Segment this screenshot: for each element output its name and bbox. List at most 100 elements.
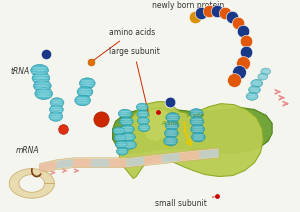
Ellipse shape xyxy=(35,87,50,89)
Ellipse shape xyxy=(190,115,202,116)
Point xyxy=(199,11,204,15)
Ellipse shape xyxy=(139,125,149,127)
Ellipse shape xyxy=(114,132,124,133)
Point xyxy=(167,100,172,103)
Ellipse shape xyxy=(50,116,62,117)
Ellipse shape xyxy=(166,122,178,124)
Ellipse shape xyxy=(262,70,270,71)
Ellipse shape xyxy=(31,64,48,76)
Ellipse shape xyxy=(166,134,177,136)
Point xyxy=(240,29,245,32)
Ellipse shape xyxy=(116,142,126,144)
Ellipse shape xyxy=(189,109,203,119)
Point xyxy=(240,61,245,65)
Point xyxy=(230,15,234,19)
Ellipse shape xyxy=(122,130,133,132)
Ellipse shape xyxy=(139,127,149,128)
Ellipse shape xyxy=(119,113,131,114)
Ellipse shape xyxy=(77,86,93,97)
Point xyxy=(235,21,240,25)
Ellipse shape xyxy=(51,104,63,106)
Polygon shape xyxy=(144,155,162,165)
Ellipse shape xyxy=(252,83,262,84)
Point xyxy=(207,9,212,13)
Ellipse shape xyxy=(191,124,205,134)
Polygon shape xyxy=(9,169,54,198)
Point xyxy=(243,51,248,54)
Ellipse shape xyxy=(114,134,126,142)
Ellipse shape xyxy=(50,113,62,115)
Ellipse shape xyxy=(33,80,49,82)
Ellipse shape xyxy=(138,115,148,116)
Ellipse shape xyxy=(138,112,148,113)
Ellipse shape xyxy=(117,152,127,154)
Point xyxy=(88,61,93,64)
Ellipse shape xyxy=(247,94,257,95)
Ellipse shape xyxy=(166,124,178,126)
Ellipse shape xyxy=(123,138,134,140)
Ellipse shape xyxy=(193,134,204,136)
Ellipse shape xyxy=(32,72,50,84)
Ellipse shape xyxy=(122,127,133,128)
Point xyxy=(214,195,219,198)
Polygon shape xyxy=(40,148,219,174)
Ellipse shape xyxy=(138,113,148,115)
Ellipse shape xyxy=(122,128,133,130)
Ellipse shape xyxy=(136,103,148,111)
Ellipse shape xyxy=(137,117,149,125)
Ellipse shape xyxy=(50,98,64,108)
Ellipse shape xyxy=(119,111,131,113)
Point xyxy=(61,128,66,131)
Point xyxy=(155,110,160,113)
Point xyxy=(231,78,236,82)
Ellipse shape xyxy=(261,68,271,75)
Polygon shape xyxy=(126,157,144,167)
Ellipse shape xyxy=(259,77,267,79)
Ellipse shape xyxy=(51,100,63,102)
Ellipse shape xyxy=(120,125,134,134)
Ellipse shape xyxy=(165,142,176,144)
Ellipse shape xyxy=(262,71,270,72)
Ellipse shape xyxy=(165,138,176,140)
Ellipse shape xyxy=(81,85,94,86)
Text: large subunit: large subunit xyxy=(109,47,160,117)
Text: newly born protein: newly born protein xyxy=(152,1,224,17)
Ellipse shape xyxy=(166,113,180,122)
Ellipse shape xyxy=(75,95,91,106)
Ellipse shape xyxy=(166,127,178,128)
Ellipse shape xyxy=(137,105,147,106)
Ellipse shape xyxy=(248,86,260,94)
Ellipse shape xyxy=(50,118,62,119)
Ellipse shape xyxy=(191,119,203,120)
Ellipse shape xyxy=(124,144,135,146)
Ellipse shape xyxy=(190,116,204,126)
Ellipse shape xyxy=(80,78,95,89)
Ellipse shape xyxy=(78,91,92,93)
Ellipse shape xyxy=(36,93,51,95)
Ellipse shape xyxy=(262,72,270,74)
Ellipse shape xyxy=(192,128,203,130)
Polygon shape xyxy=(91,159,109,167)
Ellipse shape xyxy=(167,117,178,118)
Ellipse shape xyxy=(164,128,178,138)
Ellipse shape xyxy=(190,113,202,114)
Ellipse shape xyxy=(259,76,267,77)
Ellipse shape xyxy=(251,80,263,87)
Ellipse shape xyxy=(120,121,132,122)
Ellipse shape xyxy=(119,117,133,126)
Ellipse shape xyxy=(191,120,203,122)
Ellipse shape xyxy=(138,119,148,120)
Ellipse shape xyxy=(33,77,49,79)
Ellipse shape xyxy=(191,132,205,142)
Ellipse shape xyxy=(118,109,132,118)
Ellipse shape xyxy=(165,140,176,142)
Ellipse shape xyxy=(138,120,148,121)
Text: small subunit: small subunit xyxy=(155,197,214,208)
Ellipse shape xyxy=(50,109,62,110)
Ellipse shape xyxy=(193,136,204,138)
Ellipse shape xyxy=(120,119,132,120)
Ellipse shape xyxy=(165,120,179,130)
Ellipse shape xyxy=(76,102,89,104)
Polygon shape xyxy=(180,151,199,161)
Text: amino acids: amino acids xyxy=(93,28,155,61)
